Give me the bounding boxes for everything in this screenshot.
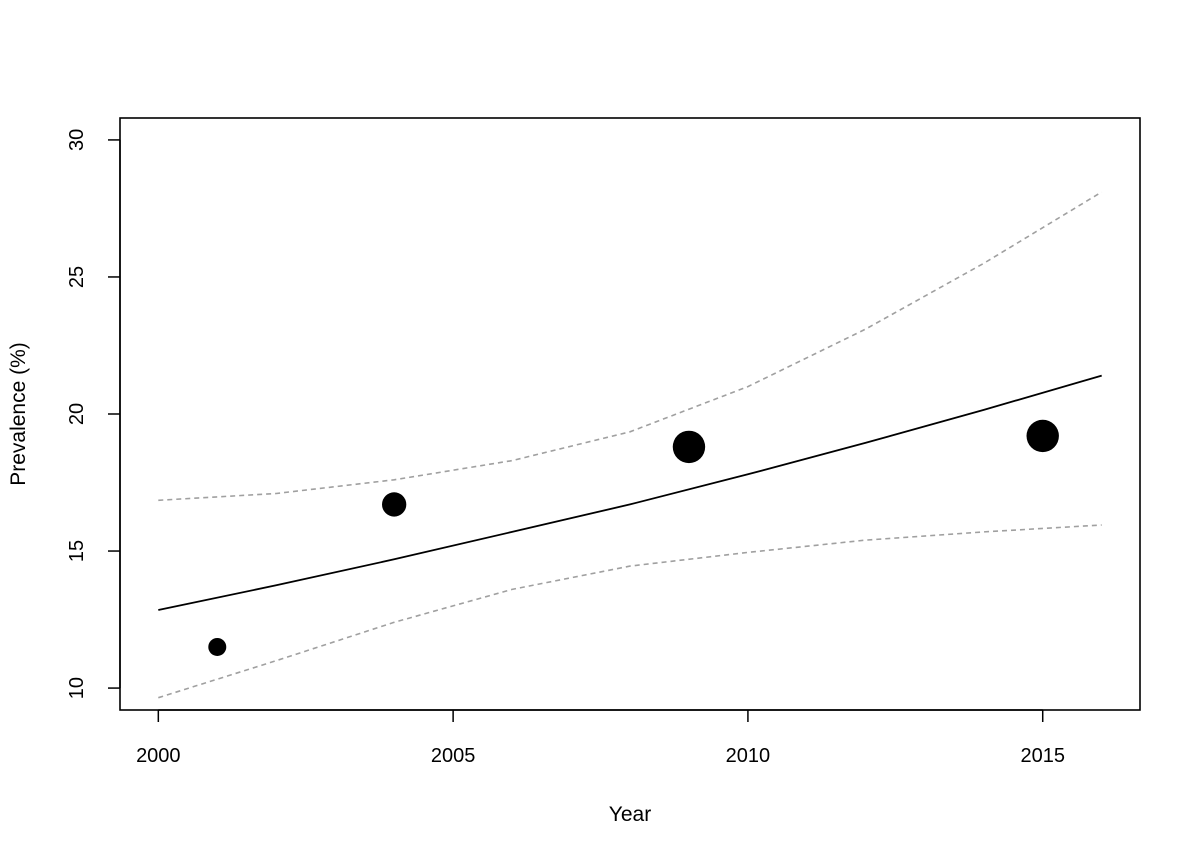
data-point-2 (382, 492, 407, 517)
x-axis: 2000 2005 2010 2015 (136, 709, 1065, 767)
y-axis: 10 15 20 25 30 (66, 129, 121, 699)
x-tick-label-2005: 2005 (431, 745, 476, 767)
fit-line-layer (158, 374, 1102, 611)
ci-upper-line (158, 191, 1103, 502)
x-tick-label-2000: 2000 (136, 745, 181, 767)
x-tick-label-2010: 2010 (726, 745, 771, 767)
data-point-3 (672, 430, 706, 464)
y-axis-label: Prevalence (%) (7, 342, 30, 486)
y-tick-label-20: 20 (66, 403, 88, 425)
y-tick-label-30: 30 (66, 129, 88, 151)
y-tick-label-25: 25 (66, 266, 88, 288)
x-axis-label: Year (609, 803, 651, 826)
ci-lower-line (158, 524, 1102, 699)
fit-line (158, 374, 1102, 611)
data-points-layer (208, 419, 1059, 656)
y-tick-label-10: 10 (66, 677, 88, 699)
x-tick-label-2015: 2015 (1020, 745, 1065, 767)
y-tick-label-15: 15 (66, 540, 88, 562)
plot-frame (119, 117, 1141, 711)
data-point-1 (208, 637, 227, 656)
data-point-4 (1026, 419, 1059, 453)
confidence-interval-layer (158, 191, 1103, 699)
